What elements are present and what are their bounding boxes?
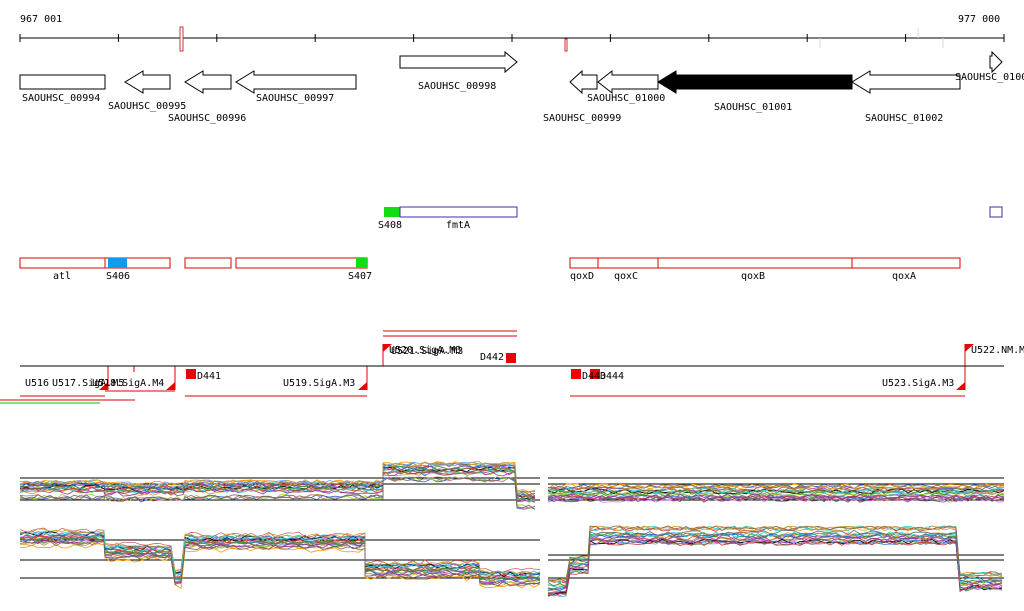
feature[interactable] [657,257,853,269]
profile-line [547,538,1003,596]
regulation-marks [99,344,974,390]
gene[interactable] [597,69,659,95]
feature[interactable] [384,207,400,217]
feature[interactable] [108,258,127,268]
feature[interactable] [104,257,171,269]
gene[interactable] [19,74,106,90]
marker [564,38,568,52]
profile-line [19,535,541,582]
profile-line [547,529,1003,588]
expression-profiles [19,461,1005,598]
feature[interactable] [356,258,367,268]
regulation-label: D444 [600,371,624,382]
ruler-ticks [19,34,1005,42]
profile-line [547,539,1003,598]
gene[interactable] [399,50,518,74]
gene[interactable] [569,69,598,95]
profile-line [547,525,1003,583]
regulation-label: D443 [582,371,606,382]
profile-line [547,483,1005,490]
gene-label: SAOUHSC_00999 [543,113,621,124]
feature[interactable] [851,257,961,269]
profile-line [547,539,1003,596]
profile-line [19,467,536,502]
ruler-end: 977 000 [958,14,1000,25]
gene[interactable] [184,70,232,94]
feature-label: qoxC [614,271,638,282]
regulation-lines [0,330,966,404]
regulation-label: U520.SigA.M3 [389,345,461,356]
regulation-label: D442 [480,352,504,363]
profile-line [547,537,1003,596]
gene-label: SAOUHSC_01000 [587,93,665,104]
profile-line [19,461,536,493]
regulation-label: U517.SigA.M5 [52,378,124,389]
profile-line [547,487,1005,494]
profile-line [547,483,1004,490]
gene-label: SAOUHSC_00995 [108,101,186,112]
profile-line [19,476,536,510]
feature[interactable] [597,257,659,269]
profile-line [19,543,541,589]
profile-line [548,537,1003,594]
profile-line [19,476,536,510]
regulation-label: U516 [25,378,49,389]
regulation-label: U523.SigA.M3 [882,378,954,389]
gene-label: SAOUHSC_0100 [955,72,1024,83]
regulation-label: U519.SigA.M3 [283,378,355,389]
feature-label: S407 [348,271,372,282]
profile-line [19,476,536,510]
feature[interactable] [184,257,232,269]
gene-label: SAOUHSC_01001 [714,102,792,113]
profile-line [547,493,1005,500]
regulation-label: U521.SigA.M3 [391,346,463,357]
gene[interactable] [124,70,171,94]
gene-label: SAOUHSC_01002 [865,113,943,124]
feature-label: qoxA [892,271,916,282]
regulation-label: U522.NM.M [971,345,1024,356]
feature-label: qoxD [570,271,594,282]
profile-line [547,538,1003,596]
gene[interactable] [989,50,1003,74]
profile-line [547,531,1003,588]
profile-line [19,540,541,587]
feature[interactable] [235,257,368,269]
gene[interactable] [851,70,961,94]
feature[interactable] [399,206,518,218]
feature-label: fmtA [446,220,470,231]
gene[interactable] [235,70,357,94]
regulation-label: D441 [197,371,221,382]
feature[interactable] [19,257,106,269]
profile-line [547,525,1003,581]
profile-line [19,461,536,494]
ruler-start: 967 001 [20,14,62,25]
marker [179,26,184,52]
feature[interactable] [569,257,599,269]
gene[interactable] [657,70,853,94]
feature[interactable] [989,206,1003,218]
gene-label: SAOUHSC_00997 [256,93,334,104]
profile-line [19,469,536,502]
profile-line [547,496,1005,503]
profile-line [19,531,541,578]
profile-line [547,538,1003,596]
feature-label: S408 [378,220,402,231]
profile-line [547,540,1003,597]
feature-label: S406 [106,271,130,282]
gene-label: SAOUHSC_00998 [418,81,496,92]
feature-label: atl [53,271,71,282]
profile-line [547,489,1004,496]
regulation-label: U518.SigA.M4 [92,378,164,389]
feature-label: qoxB [741,271,765,282]
gene-label: SAOUHSC_00994 [22,93,100,104]
profile-line [19,470,536,503]
gene-label: SAOUHSC_00996 [168,113,246,124]
